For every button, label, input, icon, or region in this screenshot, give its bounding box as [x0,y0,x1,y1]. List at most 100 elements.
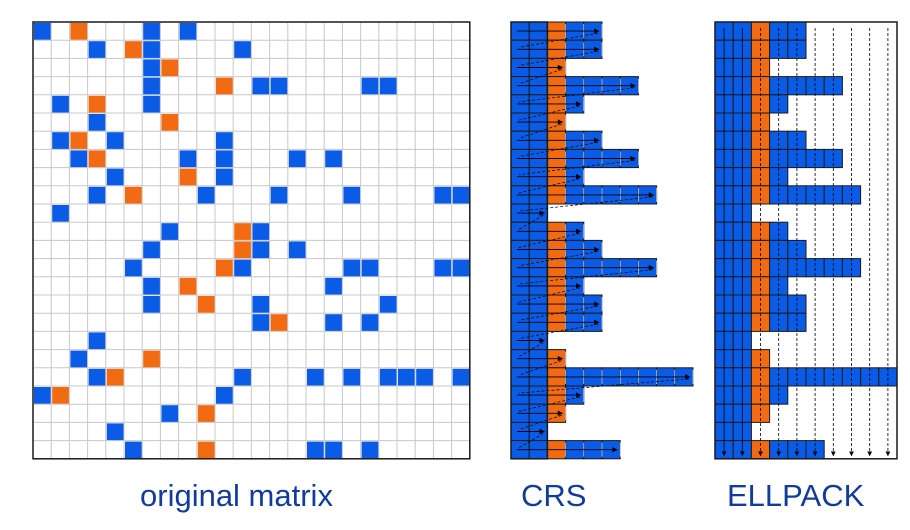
matrix-nonzero-entry [270,186,288,204]
crs-caption: CRS [521,478,587,513]
matrix-diagonal-entry [161,114,179,131]
matrix-diagonal-entry [179,277,197,295]
matrix-nonzero-entry [143,23,160,40]
matrix-nonzero-entry [288,241,306,259]
matrix-nonzero-entry [88,332,106,350]
crs-next-row-link [518,269,653,285]
matrix-diagonal-entry [125,41,142,58]
matrix-diagonal-entry [179,168,197,186]
matrix-nonzero-entry [52,95,69,113]
matrix-nonzero-entry [398,368,415,386]
matrix-nonzero-entry [179,150,197,168]
matrix-nonzero-entry [143,241,160,259]
matrix-diagonal-entry [88,150,106,168]
crs-next-row-link [518,50,599,66]
matrix-nonzero-entry [325,277,342,295]
matrix-nonzero-entry [252,314,270,331]
matrix-nonzero-entry [161,405,179,422]
matrix-nonzero-entry [52,132,69,149]
matrix-nonzero-entry [252,296,270,313]
matrix-nonzero-entry [361,314,379,331]
crs-next-row-link [518,305,599,321]
matrix-nonzero-entry [216,387,233,404]
matrix-nonzero-entry [452,259,470,277]
crs-next-row-link [518,232,580,248]
matrix-nonzero-entry [252,77,270,95]
matrix-nonzero-entry [161,223,179,240]
matrix-diagonal-entry [106,368,124,386]
matrix-nonzero-entry [143,296,160,313]
matrix-nonzero-entry [416,368,433,386]
matrix-diagonal-entry [270,314,288,331]
matrix-nonzero-entry [197,186,215,204]
matrix-nonzero-entry [216,132,233,149]
matrix-diagonal-entry [197,296,215,313]
matrix-nonzero-entry [325,314,342,331]
matrix-nonzero-entry [88,368,106,386]
matrix-nonzero-entry [88,186,106,204]
matrix-diagonal-entry [197,405,215,422]
matrix-nonzero-entry [343,186,361,204]
crs-next-row-link [518,287,580,303]
ellpack-diagonal-entry [750,21,771,41]
crs-next-row-link [518,414,562,430]
matrix-nonzero-entry [143,59,160,77]
matrix-nonzero-entry [434,259,452,277]
matrix-nonzero-entry [34,387,51,404]
crs-column-border [510,21,549,460]
matrix-nonzero-entry [307,441,324,459]
matrix-nonzero-entry [70,350,88,368]
matrix-nonzero-entry [216,150,233,168]
matrix-nonzero-entry [361,77,379,95]
matrix-diagonal-entry [216,259,233,277]
matrix-diagonal-entry [216,77,233,95]
matrix-nonzero-entry [325,441,342,459]
matrix-nonzero-entry [343,259,361,277]
matrix-nonzero-entry [234,368,251,386]
crs-next-row-link [518,105,580,121]
matrix-diagonal-entry [88,95,106,113]
original-matrix-caption: original matrix [140,478,333,513]
crs-next-row-link [518,178,580,194]
ellpack-value-entry [787,21,807,41]
matrix-nonzero-entry [379,77,397,95]
matrix-diagonal-entry [143,350,160,368]
ellpack-border [714,21,898,460]
matrix-nonzero-entry [106,423,124,441]
matrix-nonzero-entry [252,241,270,259]
crs-next-row-link [518,196,653,212]
matrix-nonzero-entry [143,95,160,113]
matrix-nonzero-entry [143,77,160,95]
matrix-nonzero-entry [234,259,251,277]
matrix-nonzero-entry [52,205,69,222]
matrix-nonzero-entry [88,114,106,131]
matrix-diagonal-entry [234,241,251,259]
matrix-diagonal-entry [197,441,215,459]
matrix-nonzero-entry [106,168,124,186]
matrix-nonzero-entry [143,41,160,58]
matrix-nonzero-entry [452,186,470,204]
crs-next-row-link [518,141,599,157]
matrix-diagonal-entry [70,23,88,40]
matrix-nonzero-entry [343,368,361,386]
ellpack-caption: ELLPACK [727,478,865,513]
matrix-nonzero-entry [452,368,470,386]
matrix-nonzero-entry [434,186,452,204]
crs-next-row-link [518,360,562,376]
matrix-nonzero-entry [143,277,160,295]
matrix-nonzero-entry [125,441,142,459]
matrix-nonzero-entry [106,132,124,149]
matrix-diagonal-entry [70,132,88,149]
ellpack-panel [714,21,898,460]
matrix-diagonal-entry [161,59,179,77]
matrix-nonzero-entry [361,441,379,459]
crs-next-row-link [518,396,580,412]
matrix-nonzero-entry [70,150,88,168]
matrix-nonzero-entry [288,150,306,168]
matrix-nonzero-entry [88,41,106,58]
matrix-border [32,21,471,460]
crs-next-row-link [518,32,599,48]
matrix-nonzero-entry [252,223,270,240]
matrix-nonzero-entry [216,168,233,186]
